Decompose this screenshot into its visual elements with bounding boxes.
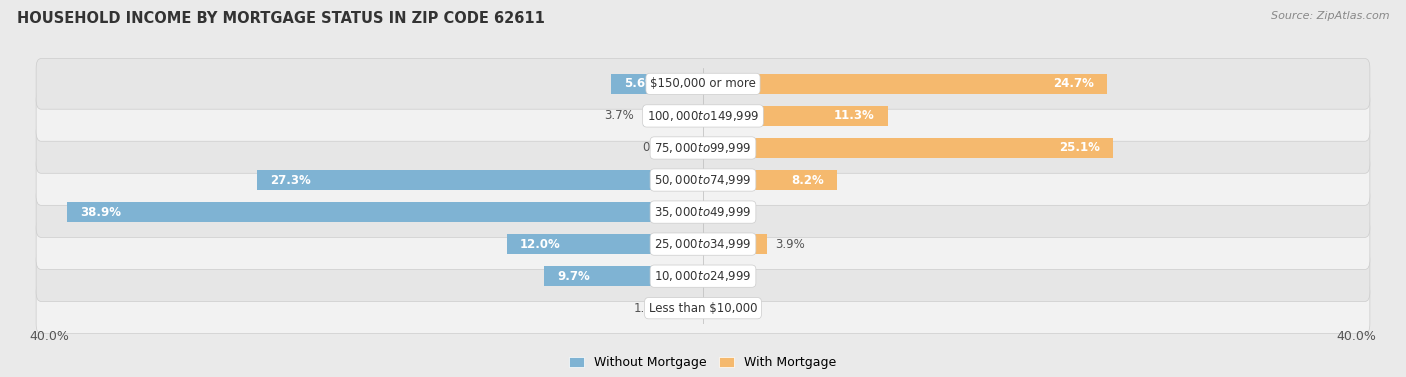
Bar [688, 138, 703, 158]
Bar [544, 266, 703, 286]
Text: $25,000 to $34,999: $25,000 to $34,999 [654, 237, 752, 251]
FancyBboxPatch shape [37, 251, 1369, 302]
Text: 11.3%: 11.3% [834, 109, 875, 123]
Text: 8.2%: 8.2% [792, 173, 824, 187]
Bar [67, 202, 703, 222]
FancyBboxPatch shape [37, 187, 1369, 238]
Text: $10,000 to $24,999: $10,000 to $24,999 [654, 269, 752, 283]
FancyBboxPatch shape [37, 283, 1369, 334]
Legend: Without Mortgage, With Mortgage: Without Mortgage, With Mortgage [564, 351, 842, 374]
Text: 5.6%: 5.6% [624, 77, 658, 90]
Bar [703, 202, 710, 222]
Bar [703, 138, 1114, 158]
Bar [612, 74, 703, 94]
Bar [643, 106, 703, 126]
FancyBboxPatch shape [37, 219, 1369, 270]
Text: 24.7%: 24.7% [1053, 77, 1094, 90]
Text: 0.43%: 0.43% [718, 270, 755, 283]
Text: 25.1%: 25.1% [1059, 141, 1099, 155]
Bar [257, 170, 703, 190]
Text: 0.43%: 0.43% [718, 205, 755, 219]
Bar [703, 234, 766, 254]
Text: 3.9%: 3.9% [775, 238, 804, 251]
Text: 1.9%: 1.9% [634, 302, 664, 315]
Text: 9.7%: 9.7% [558, 270, 591, 283]
Text: Less than $10,000: Less than $10,000 [648, 302, 758, 315]
Text: $150,000 or more: $150,000 or more [650, 77, 756, 90]
Bar [703, 170, 837, 190]
Bar [508, 234, 703, 254]
Text: HOUSEHOLD INCOME BY MORTGAGE STATUS IN ZIP CODE 62611: HOUSEHOLD INCOME BY MORTGAGE STATUS IN Z… [17, 11, 544, 26]
Text: 3.7%: 3.7% [605, 109, 634, 123]
Text: 0.0%: 0.0% [711, 302, 741, 315]
Bar [672, 298, 703, 318]
Text: 0.93%: 0.93% [643, 141, 679, 155]
FancyBboxPatch shape [37, 58, 1369, 109]
FancyBboxPatch shape [37, 123, 1369, 173]
Text: $35,000 to $49,999: $35,000 to $49,999 [654, 205, 752, 219]
Text: $75,000 to $99,999: $75,000 to $99,999 [654, 141, 752, 155]
Text: Source: ZipAtlas.com: Source: ZipAtlas.com [1271, 11, 1389, 21]
FancyBboxPatch shape [37, 155, 1369, 205]
Text: $50,000 to $74,999: $50,000 to $74,999 [654, 173, 752, 187]
Text: 12.0%: 12.0% [520, 238, 561, 251]
Bar [703, 266, 710, 286]
Text: 27.3%: 27.3% [270, 173, 311, 187]
Bar [703, 106, 887, 126]
Bar [703, 74, 1107, 94]
FancyBboxPatch shape [37, 90, 1369, 141]
Text: 38.9%: 38.9% [80, 205, 121, 219]
Text: $100,000 to $149,999: $100,000 to $149,999 [647, 109, 759, 123]
